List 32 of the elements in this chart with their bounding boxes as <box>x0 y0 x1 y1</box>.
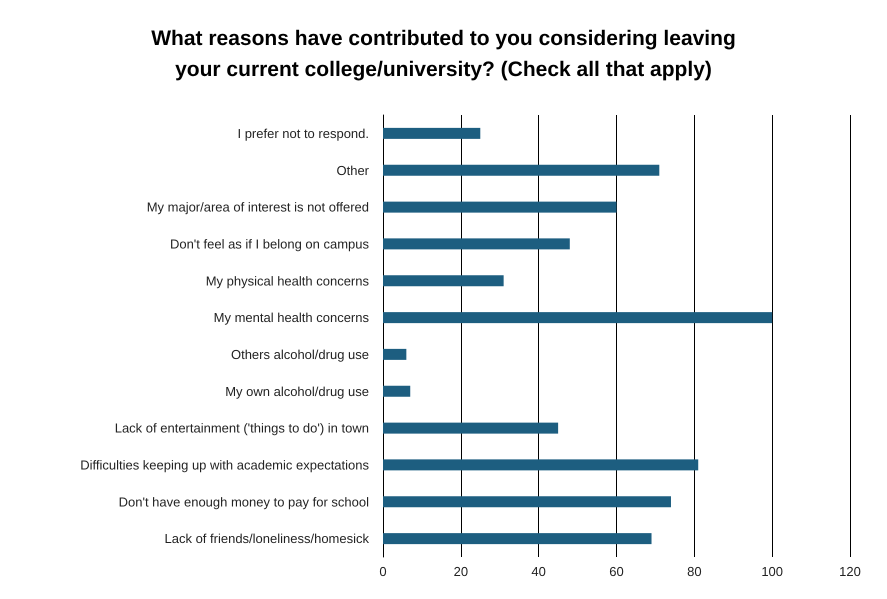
bar <box>383 533 652 544</box>
bar <box>383 348 406 360</box>
x-tick-label: 0 <box>379 564 387 579</box>
bar <box>383 202 616 213</box>
bar <box>383 422 558 434</box>
chart-title: What reasons have contributed to you considering leaving your current college/university? (Check all that apply) <box>151 27 736 81</box>
y-tick-label: My own alcohol/drug use <box>225 384 369 399</box>
y-tick-label: Other <box>336 162 370 178</box>
bar <box>383 312 772 324</box>
bar <box>383 128 480 139</box>
y-tick-label: My physical health concerns <box>206 273 370 288</box>
bar <box>383 459 698 470</box>
x-tick-label: 20 <box>454 564 468 579</box>
y-tick-label: Others alcohol/drug use <box>230 346 369 362</box>
x-tick-label: 100 <box>761 564 784 579</box>
x-tick-label: 60 <box>609 564 624 579</box>
bar <box>383 238 570 250</box>
y-tick-label: Lack of entertainment ('things to do') in town <box>114 420 369 436</box>
y-tick-label: Lack of friends/loneliness/homesick <box>164 531 370 546</box>
bar <box>383 275 504 286</box>
bar <box>383 386 410 397</box>
y-tick-label: My mental health concerns <box>214 310 370 326</box>
y-tick-label: I prefer not to respond. <box>237 126 369 141</box>
y-tick-label: Don't have enough money to pay for school <box>118 494 370 510</box>
x-tick-label: 120 <box>839 564 861 579</box>
y-tick-label: Don't feel as if I belong on campus <box>170 236 370 252</box>
bar <box>383 496 671 508</box>
x-tick-label: 80 <box>687 564 702 579</box>
x-tick-label: 40 <box>531 564 546 579</box>
y-tick-label: Difficulties keeping up with academic expectations <box>80 457 370 472</box>
y-tick-label: My major/area of interest is not offered <box>146 200 369 215</box>
bar <box>383 164 660 176</box>
